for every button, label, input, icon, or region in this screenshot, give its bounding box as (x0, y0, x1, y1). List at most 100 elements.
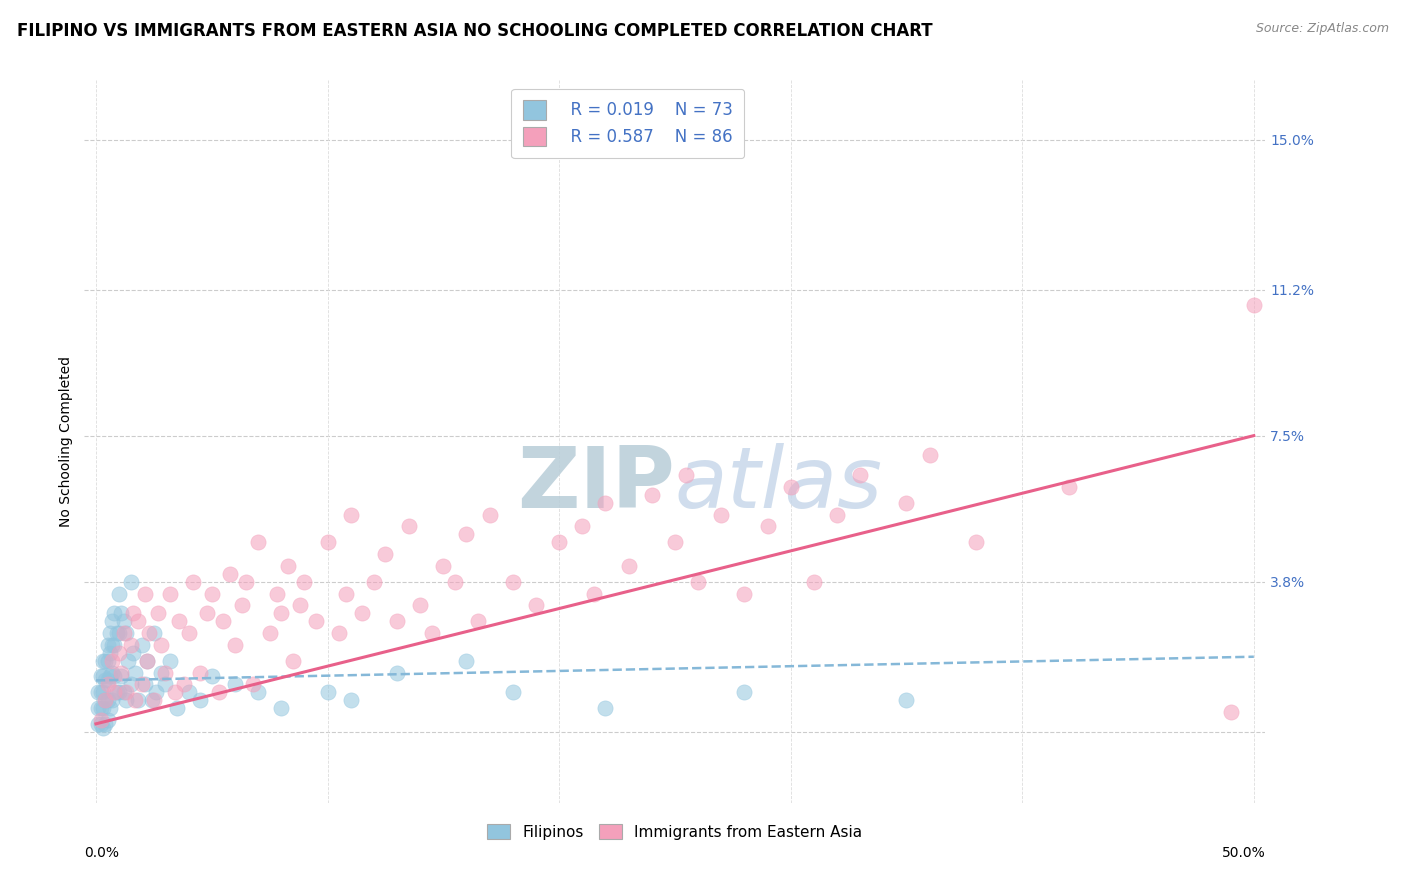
Point (166, 701, 188, 715)
Point (169, 614, 191, 628)
Point (918, 448, 941, 462)
Point (115, 626, 138, 640)
Point (595, 496, 617, 510)
Point (159, 586, 181, 600)
Text: 0.0%: 0.0% (84, 847, 120, 860)
Point (131, 677, 153, 691)
Point (1057, 480, 1080, 494)
Point (316, 685, 339, 699)
Point (582, 586, 605, 600)
Point (664, 535, 686, 549)
Point (110, 665, 132, 680)
Point (420, 626, 443, 640)
Point (212, 614, 235, 628)
Point (335, 586, 357, 600)
Point (155, 665, 177, 680)
Point (131, 638, 153, 652)
Y-axis label: No Schooling Completed: No Schooling Completed (59, 356, 73, 527)
Point (201, 669, 224, 683)
Point (208, 685, 231, 699)
Point (101, 693, 124, 707)
Point (148, 607, 170, 621)
Point (94, 673, 117, 688)
Point (1219, 705, 1241, 719)
Point (270, 701, 292, 715)
Point (571, 519, 593, 533)
Point (385, 665, 408, 680)
Point (87, 685, 110, 699)
Point (127, 614, 149, 628)
Point (219, 566, 242, 581)
Point (177, 626, 200, 640)
Point (122, 607, 145, 621)
Point (87, 701, 110, 715)
Point (524, 599, 547, 613)
Point (98, 669, 121, 683)
Point (710, 508, 733, 522)
Point (124, 665, 146, 680)
Point (277, 558, 299, 573)
Point (91, 685, 114, 699)
Point (120, 677, 142, 691)
Point (201, 586, 224, 600)
Point (120, 574, 142, 589)
Point (224, 638, 246, 652)
Point (90, 669, 112, 683)
Point (235, 574, 257, 589)
Text: ZIP: ZIP (517, 443, 675, 526)
Point (108, 586, 131, 600)
Point (242, 677, 264, 691)
Point (177, 685, 200, 699)
Point (339, 508, 361, 522)
Point (98, 701, 121, 715)
Point (105, 626, 128, 640)
Point (896, 496, 918, 510)
Point (398, 519, 420, 533)
Text: atlas: atlas (675, 443, 883, 526)
Point (155, 677, 177, 691)
Point (195, 607, 218, 621)
Point (87, 716, 110, 731)
Point (328, 626, 350, 640)
Text: FILIPINO VS IMMIGRANTS FROM EASTERN ASIA NO SCHOOLING COMPLETED CORRELATION CHAR: FILIPINO VS IMMIGRANTS FROM EASTERN ASIA… (17, 22, 932, 40)
Point (163, 685, 186, 699)
Point (292, 574, 315, 589)
Point (135, 654, 157, 668)
Point (733, 586, 755, 600)
Point (363, 574, 385, 589)
Point (339, 693, 361, 707)
Point (617, 558, 640, 573)
Point (247, 685, 270, 699)
Point (247, 535, 270, 549)
Point (159, 654, 181, 668)
Point (98, 646, 121, 660)
Point (733, 685, 755, 699)
Point (101, 638, 124, 652)
Point (231, 599, 253, 613)
Point (288, 599, 311, 613)
Point (502, 574, 524, 589)
Point (352, 607, 374, 621)
Point (94, 654, 117, 668)
Point (142, 626, 165, 640)
Point (779, 480, 801, 494)
Point (181, 574, 204, 589)
Point (149, 665, 172, 680)
Point (444, 574, 467, 589)
Point (90, 716, 112, 731)
Point (825, 508, 848, 522)
Point (94, 693, 117, 707)
Point (188, 665, 211, 680)
Point (467, 614, 489, 628)
Point (270, 607, 292, 621)
Point (266, 586, 288, 600)
Point (90, 713, 112, 727)
Point (385, 614, 408, 628)
Point (90, 701, 112, 715)
Point (686, 574, 709, 589)
Point (965, 535, 987, 549)
Point (149, 638, 172, 652)
Point (127, 693, 149, 707)
Point (122, 646, 145, 660)
Point (259, 626, 281, 640)
